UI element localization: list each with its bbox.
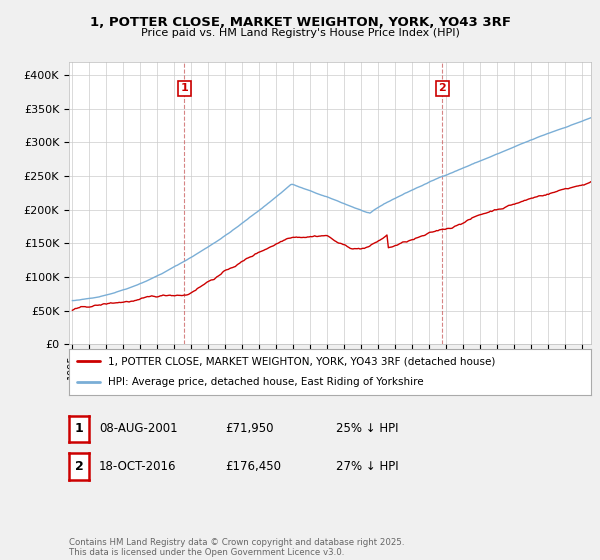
Text: 1, POTTER CLOSE, MARKET WEIGHTON, YORK, YO43 3RF: 1, POTTER CLOSE, MARKET WEIGHTON, YORK, … (89, 16, 511, 29)
Text: £71,950: £71,950 (225, 422, 274, 436)
Text: 25% ↓ HPI: 25% ↓ HPI (336, 422, 398, 436)
Text: 1: 1 (181, 83, 188, 94)
Text: 27% ↓ HPI: 27% ↓ HPI (336, 460, 398, 473)
Text: Contains HM Land Registry data © Crown copyright and database right 2025.
This d: Contains HM Land Registry data © Crown c… (69, 538, 404, 557)
Text: £176,450: £176,450 (225, 460, 281, 473)
Text: 08-AUG-2001: 08-AUG-2001 (99, 422, 178, 436)
Text: 18-OCT-2016: 18-OCT-2016 (99, 460, 176, 473)
Text: 1: 1 (74, 422, 83, 436)
Text: 2: 2 (439, 83, 446, 94)
Text: Price paid vs. HM Land Registry's House Price Index (HPI): Price paid vs. HM Land Registry's House … (140, 28, 460, 38)
Text: HPI: Average price, detached house, East Riding of Yorkshire: HPI: Average price, detached house, East… (108, 377, 424, 388)
Text: 2: 2 (74, 460, 83, 473)
Text: 1, POTTER CLOSE, MARKET WEIGHTON, YORK, YO43 3RF (detached house): 1, POTTER CLOSE, MARKET WEIGHTON, YORK, … (108, 356, 496, 366)
